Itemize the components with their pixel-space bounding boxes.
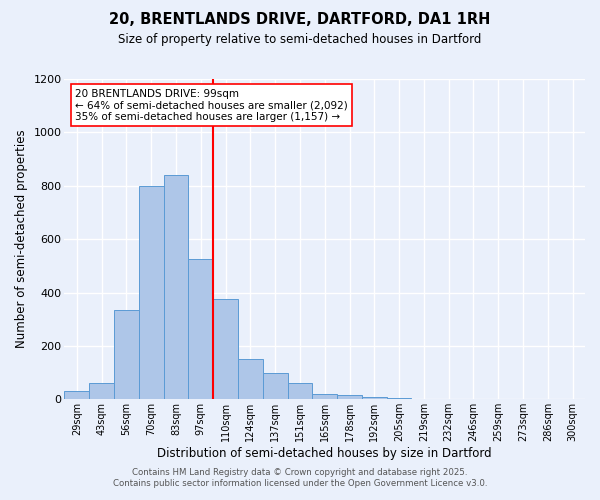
Bar	[362, 396, 386, 400]
Bar	[188, 259, 213, 400]
Bar	[164, 175, 188, 400]
Bar	[64, 392, 89, 400]
Bar	[386, 398, 412, 400]
Bar	[114, 310, 139, 400]
Bar	[213, 299, 238, 400]
Text: Contains HM Land Registry data © Crown copyright and database right 2025.
Contai: Contains HM Land Registry data © Crown c…	[113, 468, 487, 487]
Bar	[313, 394, 337, 400]
Bar	[263, 372, 287, 400]
Bar	[139, 186, 164, 400]
Text: Size of property relative to semi-detached houses in Dartford: Size of property relative to semi-detach…	[118, 32, 482, 46]
Y-axis label: Number of semi-detached properties: Number of semi-detached properties	[15, 130, 28, 348]
Text: 20, BRENTLANDS DRIVE, DARTFORD, DA1 1RH: 20, BRENTLANDS DRIVE, DARTFORD, DA1 1RH	[109, 12, 491, 28]
X-axis label: Distribution of semi-detached houses by size in Dartford: Distribution of semi-detached houses by …	[157, 447, 492, 460]
Bar	[337, 396, 362, 400]
Text: 20 BRENTLANDS DRIVE: 99sqm
← 64% of semi-detached houses are smaller (2,092)
35%: 20 BRENTLANDS DRIVE: 99sqm ← 64% of semi…	[75, 88, 347, 122]
Bar	[89, 384, 114, 400]
Bar	[238, 360, 263, 400]
Bar	[287, 384, 313, 400]
